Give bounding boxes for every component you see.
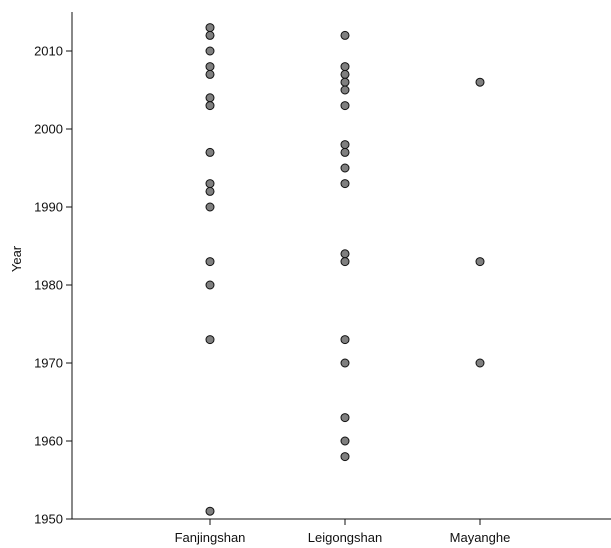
y-tick-label: 1980 [34, 278, 63, 293]
data-point [475, 257, 485, 267]
data-point [205, 147, 215, 157]
data-point [205, 69, 215, 79]
data-point [340, 335, 350, 345]
y-tick-label: 1990 [34, 200, 63, 215]
y-tick-label: 1950 [34, 512, 63, 527]
data-point [205, 202, 215, 212]
x-tick-label: Mayanghe [450, 530, 511, 545]
data-point [205, 23, 215, 33]
data-point [205, 46, 215, 56]
data-point [475, 358, 485, 368]
data-point [340, 257, 350, 267]
data-point [340, 249, 350, 259]
x-tick-label: Leigongshan [308, 530, 382, 545]
data-point [340, 358, 350, 368]
data-point [340, 163, 350, 173]
data-point [340, 77, 350, 87]
y-tick-label: 2010 [34, 44, 63, 59]
data-point [340, 101, 350, 111]
data-point [205, 62, 215, 72]
data-point [340, 179, 350, 189]
data-points [205, 23, 485, 516]
data-point [340, 436, 350, 446]
y-tick-label: 2000 [34, 122, 63, 137]
data-point [205, 179, 215, 189]
data-point [340, 140, 350, 150]
data-point [475, 77, 485, 87]
x-tick-label: Fanjingshan [175, 530, 246, 545]
data-point [340, 413, 350, 423]
data-point [205, 257, 215, 267]
data-point [205, 186, 215, 196]
data-point [340, 69, 350, 79]
data-point [205, 93, 215, 103]
data-point [340, 62, 350, 72]
x-axis-ticks: Fanjingshan Leigongshan Mayanghe [175, 519, 511, 545]
data-point [340, 85, 350, 95]
data-point [205, 30, 215, 40]
y-axis-ticks: 1950 1960 1970 1980 1990 2000 2010 [34, 44, 72, 527]
y-tick-label: 1960 [34, 434, 63, 449]
data-point [340, 30, 350, 40]
data-point [205, 280, 215, 290]
data-point [340, 452, 350, 462]
data-point [205, 101, 215, 111]
data-point [205, 335, 215, 345]
data-point [205, 506, 215, 516]
y-axis-title: Year [9, 245, 24, 272]
data-point [340, 147, 350, 157]
y-tick-label: 1970 [34, 356, 63, 371]
